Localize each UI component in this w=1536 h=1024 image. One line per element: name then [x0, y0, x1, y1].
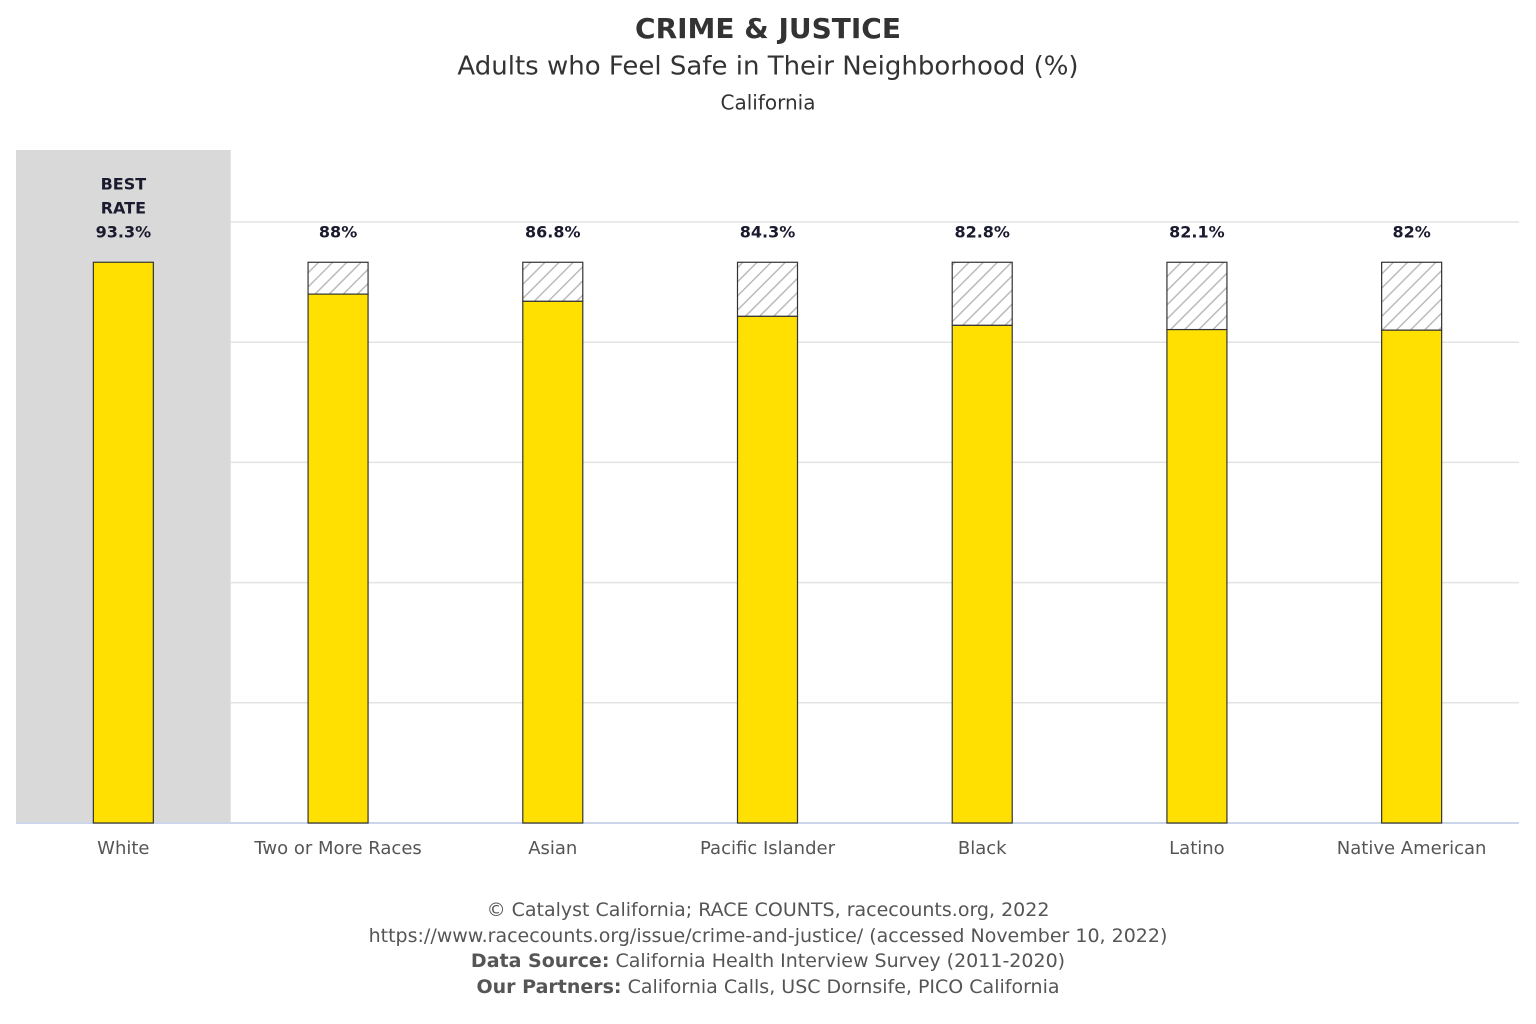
value-label: 82.8%	[954, 223, 1010, 242]
chart: CRIME & JUSTICE Adults who Feel Safe in …	[16, 12, 1519, 859]
x-tick-label: Asian	[528, 838, 577, 859]
footer-line: Data Source: California Health Interview…	[0, 949, 1536, 975]
x-tick-label: Black	[958, 838, 1007, 859]
gap-to-best	[951, 261, 1013, 326]
best-label: RATE	[101, 199, 146, 218]
footer-text: California Health Interview Survey (2011…	[615, 950, 1066, 972]
gap-to-best	[1381, 261, 1443, 331]
x-tick-label: Native American	[1337, 838, 1487, 859]
bar	[522, 300, 584, 824]
bar	[951, 324, 1013, 824]
category-title: CRIME & JUSTICE	[635, 12, 901, 45]
footer-text: California Calls, USC Dornsife, PICO Cal…	[627, 975, 1060, 998]
gap-to-best	[307, 261, 369, 295]
value-label: 84.3%	[740, 223, 796, 242]
gap-to-best	[522, 261, 584, 302]
x-tick-label: Latino	[1169, 838, 1225, 859]
bar	[307, 293, 369, 824]
footer-label: Our Partners:	[476, 975, 622, 998]
bar	[736, 315, 799, 824]
footer-line: Our Partners: California Calls, USC Dorn…	[0, 975, 1536, 1001]
value-label: 88%	[319, 223, 357, 242]
value-label: 82.1%	[1169, 223, 1225, 242]
bar	[1381, 329, 1443, 824]
footer-line: https://www.racecounts.org/issue/crime-a…	[368, 924, 1168, 947]
value-label: 93.3%	[96, 223, 152, 242]
best-label: BEST	[101, 175, 147, 194]
footer-label: Data Source:	[470, 950, 610, 972]
bar	[92, 261, 154, 824]
value-label: 82%	[1392, 223, 1430, 242]
gap-to-best	[736, 261, 799, 317]
x-tick-label: White	[97, 838, 149, 859]
x-tick-label: Two or More Races	[253, 838, 421, 859]
x-tick-label: Pacific Islander	[700, 838, 836, 859]
footer-line: © Catalyst California; RACE COUNTS, race…	[486, 899, 1050, 921]
value-label: 86.8%	[525, 223, 581, 242]
footer: © Catalyst California; RACE COUNTS, race…	[0, 898, 1536, 1000]
chart-title: Adults who Feel Safe in Their Neighborho…	[457, 52, 1078, 82]
chart-subtitle: California	[721, 91, 816, 115]
bar	[1166, 328, 1228, 824]
gap-to-best	[1166, 261, 1228, 331]
